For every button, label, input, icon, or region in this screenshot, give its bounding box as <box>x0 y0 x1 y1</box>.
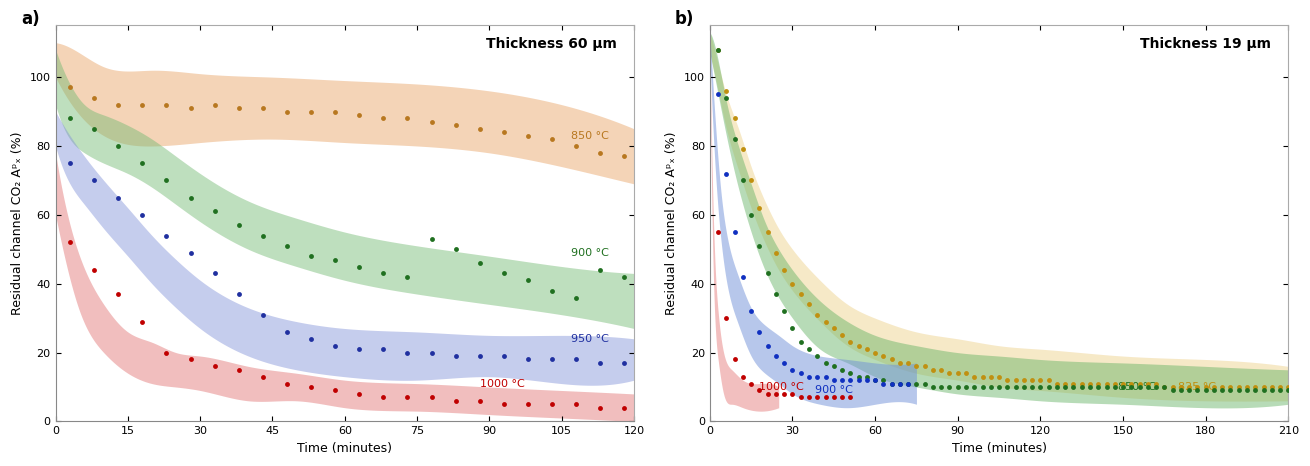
Text: 1000 °C: 1000 °C <box>479 378 524 389</box>
Text: 825 °C: 825 °C <box>1178 382 1216 392</box>
Text: Thickness 60 μm: Thickness 60 μm <box>486 37 617 51</box>
Y-axis label: Residual channel CO₂ Aᵖₓ (%): Residual channel CO₂ Aᵖₓ (%) <box>10 132 24 315</box>
Y-axis label: Residual channel CO₂ Aᵖₓ (%): Residual channel CO₂ Aᵖₓ (%) <box>665 132 679 315</box>
Text: 900 °C: 900 °C <box>571 248 609 258</box>
Text: 850 °C: 850 °C <box>1117 382 1155 392</box>
Text: 950 °C: 950 °C <box>571 334 609 344</box>
Text: Thickness 19 μm: Thickness 19 μm <box>1140 37 1271 51</box>
X-axis label: Time (minutes): Time (minutes) <box>297 442 392 455</box>
Text: a): a) <box>21 10 39 27</box>
X-axis label: Time (minutes): Time (minutes) <box>951 442 1047 455</box>
Text: 1000 °C: 1000 °C <box>760 382 804 392</box>
Text: 850 °C: 850 °C <box>571 130 609 141</box>
Text: 900 °C: 900 °C <box>815 385 853 396</box>
Text: b): b) <box>675 10 694 27</box>
